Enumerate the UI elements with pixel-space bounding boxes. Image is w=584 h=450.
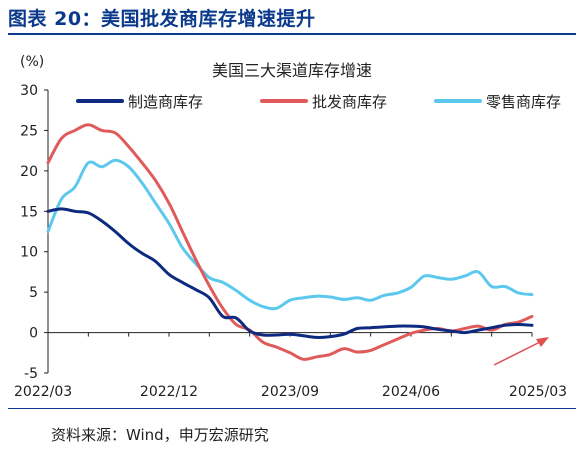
- title-divider: [8, 33, 576, 35]
- x-tick-label: 2023/09: [261, 384, 319, 400]
- y-axis: -5 0 5 10 15 20 25 30: [20, 83, 48, 382]
- trend-arrow: [493, 337, 549, 366]
- legend-label: 批发商库存: [312, 93, 387, 111]
- y-tick-label: 25: [20, 123, 38, 139]
- y-tick-label: 10: [20, 245, 38, 261]
- x-tick-label: 2024/06: [382, 384, 440, 400]
- y-tick-label: 30: [20, 83, 38, 99]
- y-tick-label: 20: [20, 164, 38, 180]
- series-group: [46, 123, 534, 361]
- legend-label: 制造商库存: [128, 93, 203, 111]
- trend-arrow-head: [536, 337, 549, 347]
- trend-arrow-shaft: [493, 341, 541, 366]
- y-tick-label: -5: [24, 366, 38, 382]
- y-tick-label: 0: [29, 326, 38, 342]
- legend: 制造商库存 批发商库存 零售商库存: [76, 93, 561, 111]
- legend-label: 零售商库存: [486, 93, 561, 111]
- x-axis: 2022/03 2022/12 2023/09 2024/06 2025/03: [14, 332, 567, 400]
- x-tick-label: 2022/12: [140, 384, 198, 400]
- chart-title: 美国三大渠道库存增速: [212, 61, 372, 80]
- y-tick-label: 5: [29, 285, 38, 301]
- x-tick-label: 2022/03: [14, 384, 72, 400]
- y-tick-label: 15: [20, 204, 38, 220]
- series-line-3: [46, 158, 534, 311]
- series-line-1: [46, 207, 534, 339]
- footer-divider: [8, 408, 576, 409]
- y-unit-label: (%): [20, 54, 44, 70]
- source-note: 资料来源：Wind，申万宏源研究: [51, 426, 269, 444]
- figure-title: 图表 20：美国批发商库存增速提升: [8, 8, 316, 30]
- x-tick-label: 2025/03: [509, 384, 567, 400]
